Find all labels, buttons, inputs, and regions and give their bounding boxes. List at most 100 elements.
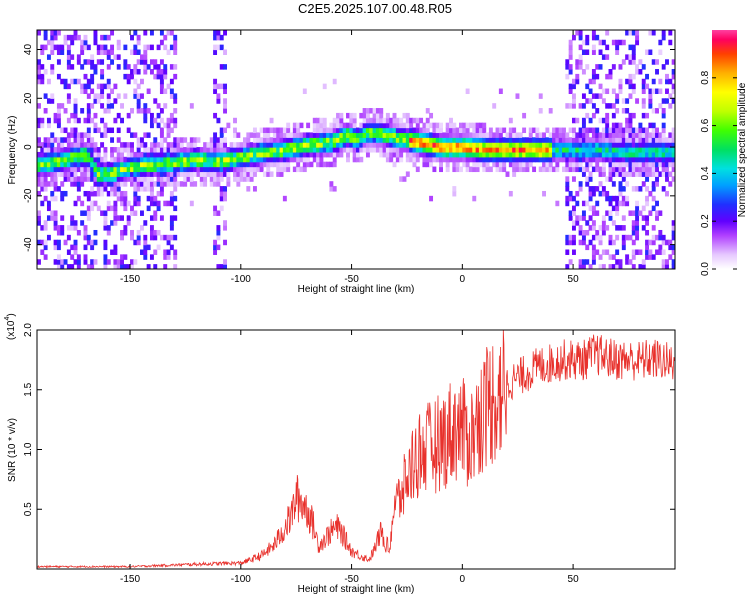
heatmap-cell <box>618 264 623 269</box>
heatmap-cell <box>385 156 390 163</box>
heatmap-cell <box>272 161 277 168</box>
heatmap-cell <box>159 117 164 124</box>
heatmap-cell <box>449 142 453 148</box>
heatmap-cell <box>37 190 41 197</box>
heatmap-cell <box>445 137 450 143</box>
heatmap-cell <box>468 147 473 153</box>
heatmap-cell <box>385 142 390 148</box>
heatmap-cell <box>133 195 138 202</box>
heatmap-cell <box>645 112 650 119</box>
heatmap-cell <box>379 147 384 153</box>
heatmap-cell <box>658 147 663 153</box>
heatmap-cell <box>56 59 61 65</box>
heatmap-cell <box>645 127 650 134</box>
heatmap-cell <box>591 166 596 173</box>
heatmap-cell <box>635 98 640 104</box>
heatmap-cell <box>442 151 447 158</box>
heatmap-cell <box>46 39 51 46</box>
heatmap-cell <box>50 190 55 197</box>
heatmap-cell <box>595 151 600 158</box>
heatmap-cell <box>402 132 407 138</box>
heatmap-cell <box>645 186 650 192</box>
heatmap-cell <box>143 244 148 251</box>
heatmap-cell <box>136 200 141 207</box>
heatmap-cell <box>628 122 633 129</box>
heatmap-cell <box>56 156 61 163</box>
heatmap-cell <box>648 171 653 177</box>
heatmap-cell <box>239 156 244 163</box>
heatmap-cell <box>199 181 204 187</box>
heatmap-cell <box>272 142 277 148</box>
heatmap-cell <box>671 137 675 143</box>
heatmap-cell <box>478 122 483 129</box>
heatmap-cell <box>173 44 178 51</box>
heatmap-cell <box>173 142 178 148</box>
heatmap-cell <box>538 142 543 148</box>
heatmap-cell <box>86 215 91 221</box>
heatmap-cell <box>133 200 138 207</box>
heatmap-cell <box>591 103 596 109</box>
heatmap-cell <box>63 259 68 265</box>
heatmap-cell <box>116 39 121 46</box>
heatmap-cell <box>156 181 161 187</box>
heatmap-cell <box>173 254 178 260</box>
heatmap-cell <box>581 156 586 163</box>
heatmap-cell <box>37 171 41 177</box>
heatmap-cell <box>159 39 164 46</box>
heatmap-cell <box>665 156 669 163</box>
heatmap-cell <box>655 166 659 173</box>
heatmap-cell <box>46 200 51 207</box>
heatmap-cell <box>591 127 596 134</box>
heatmap-cell <box>508 117 513 124</box>
heatmap-cell <box>615 210 620 216</box>
heatmap-cell <box>628 151 633 158</box>
heatmap-cell <box>452 190 457 197</box>
heatmap-cell <box>395 127 400 134</box>
heatmap-cell <box>399 132 404 138</box>
heatmap-cell <box>625 98 630 104</box>
heatmap-cell <box>83 44 88 51</box>
heatmap-cell <box>505 156 510 163</box>
heatmap-cell <box>359 112 364 119</box>
heatmap-cell <box>73 127 78 134</box>
heatmap-cell <box>296 166 301 173</box>
heatmap-cell <box>591 254 596 260</box>
heatmap-cell <box>286 161 291 168</box>
heatmap-cell <box>130 151 134 158</box>
heatmap-cell <box>435 132 440 138</box>
heatmap-cell <box>528 161 533 168</box>
heatmap-cell <box>196 166 201 173</box>
heatmap-cell <box>312 132 317 138</box>
heatmap-cell <box>631 171 636 177</box>
heatmap-cell <box>615 161 620 168</box>
heatmap-cell <box>296 142 301 148</box>
heatmap-cell <box>50 64 55 70</box>
heatmap-cell <box>605 176 610 182</box>
heatmap-cell <box>631 59 636 65</box>
heatmap-cell <box>625 108 630 114</box>
heatmap-cell <box>86 83 91 90</box>
heatmap-cell <box>395 132 400 138</box>
heatmap-cell <box>478 137 483 143</box>
heatmap-cell <box>40 156 45 163</box>
heatmap-cell <box>392 122 397 129</box>
heatmap-cell <box>259 151 264 158</box>
heatmap-cell <box>116 264 121 269</box>
heatmap-cell <box>651 147 656 153</box>
spectrogram-x-tick-label: 50 <box>568 274 580 285</box>
heatmap-cell <box>76 254 81 260</box>
heatmap-cell <box>645 176 650 182</box>
heatmap-cell <box>439 122 443 129</box>
heatmap-cell <box>618 78 623 85</box>
heatmap-cell <box>120 234 124 241</box>
heatmap-cell <box>226 151 231 158</box>
heatmap-cell <box>116 127 121 134</box>
heatmap-cell <box>282 142 287 148</box>
heatmap-cell <box>578 239 583 246</box>
heatmap-cell <box>106 34 111 41</box>
heatmap-cell <box>236 142 241 148</box>
heatmap-cell <box>508 156 513 163</box>
heatmap-cell <box>651 186 656 192</box>
heatmap-cell <box>40 147 45 153</box>
heatmap-cell <box>126 64 131 70</box>
